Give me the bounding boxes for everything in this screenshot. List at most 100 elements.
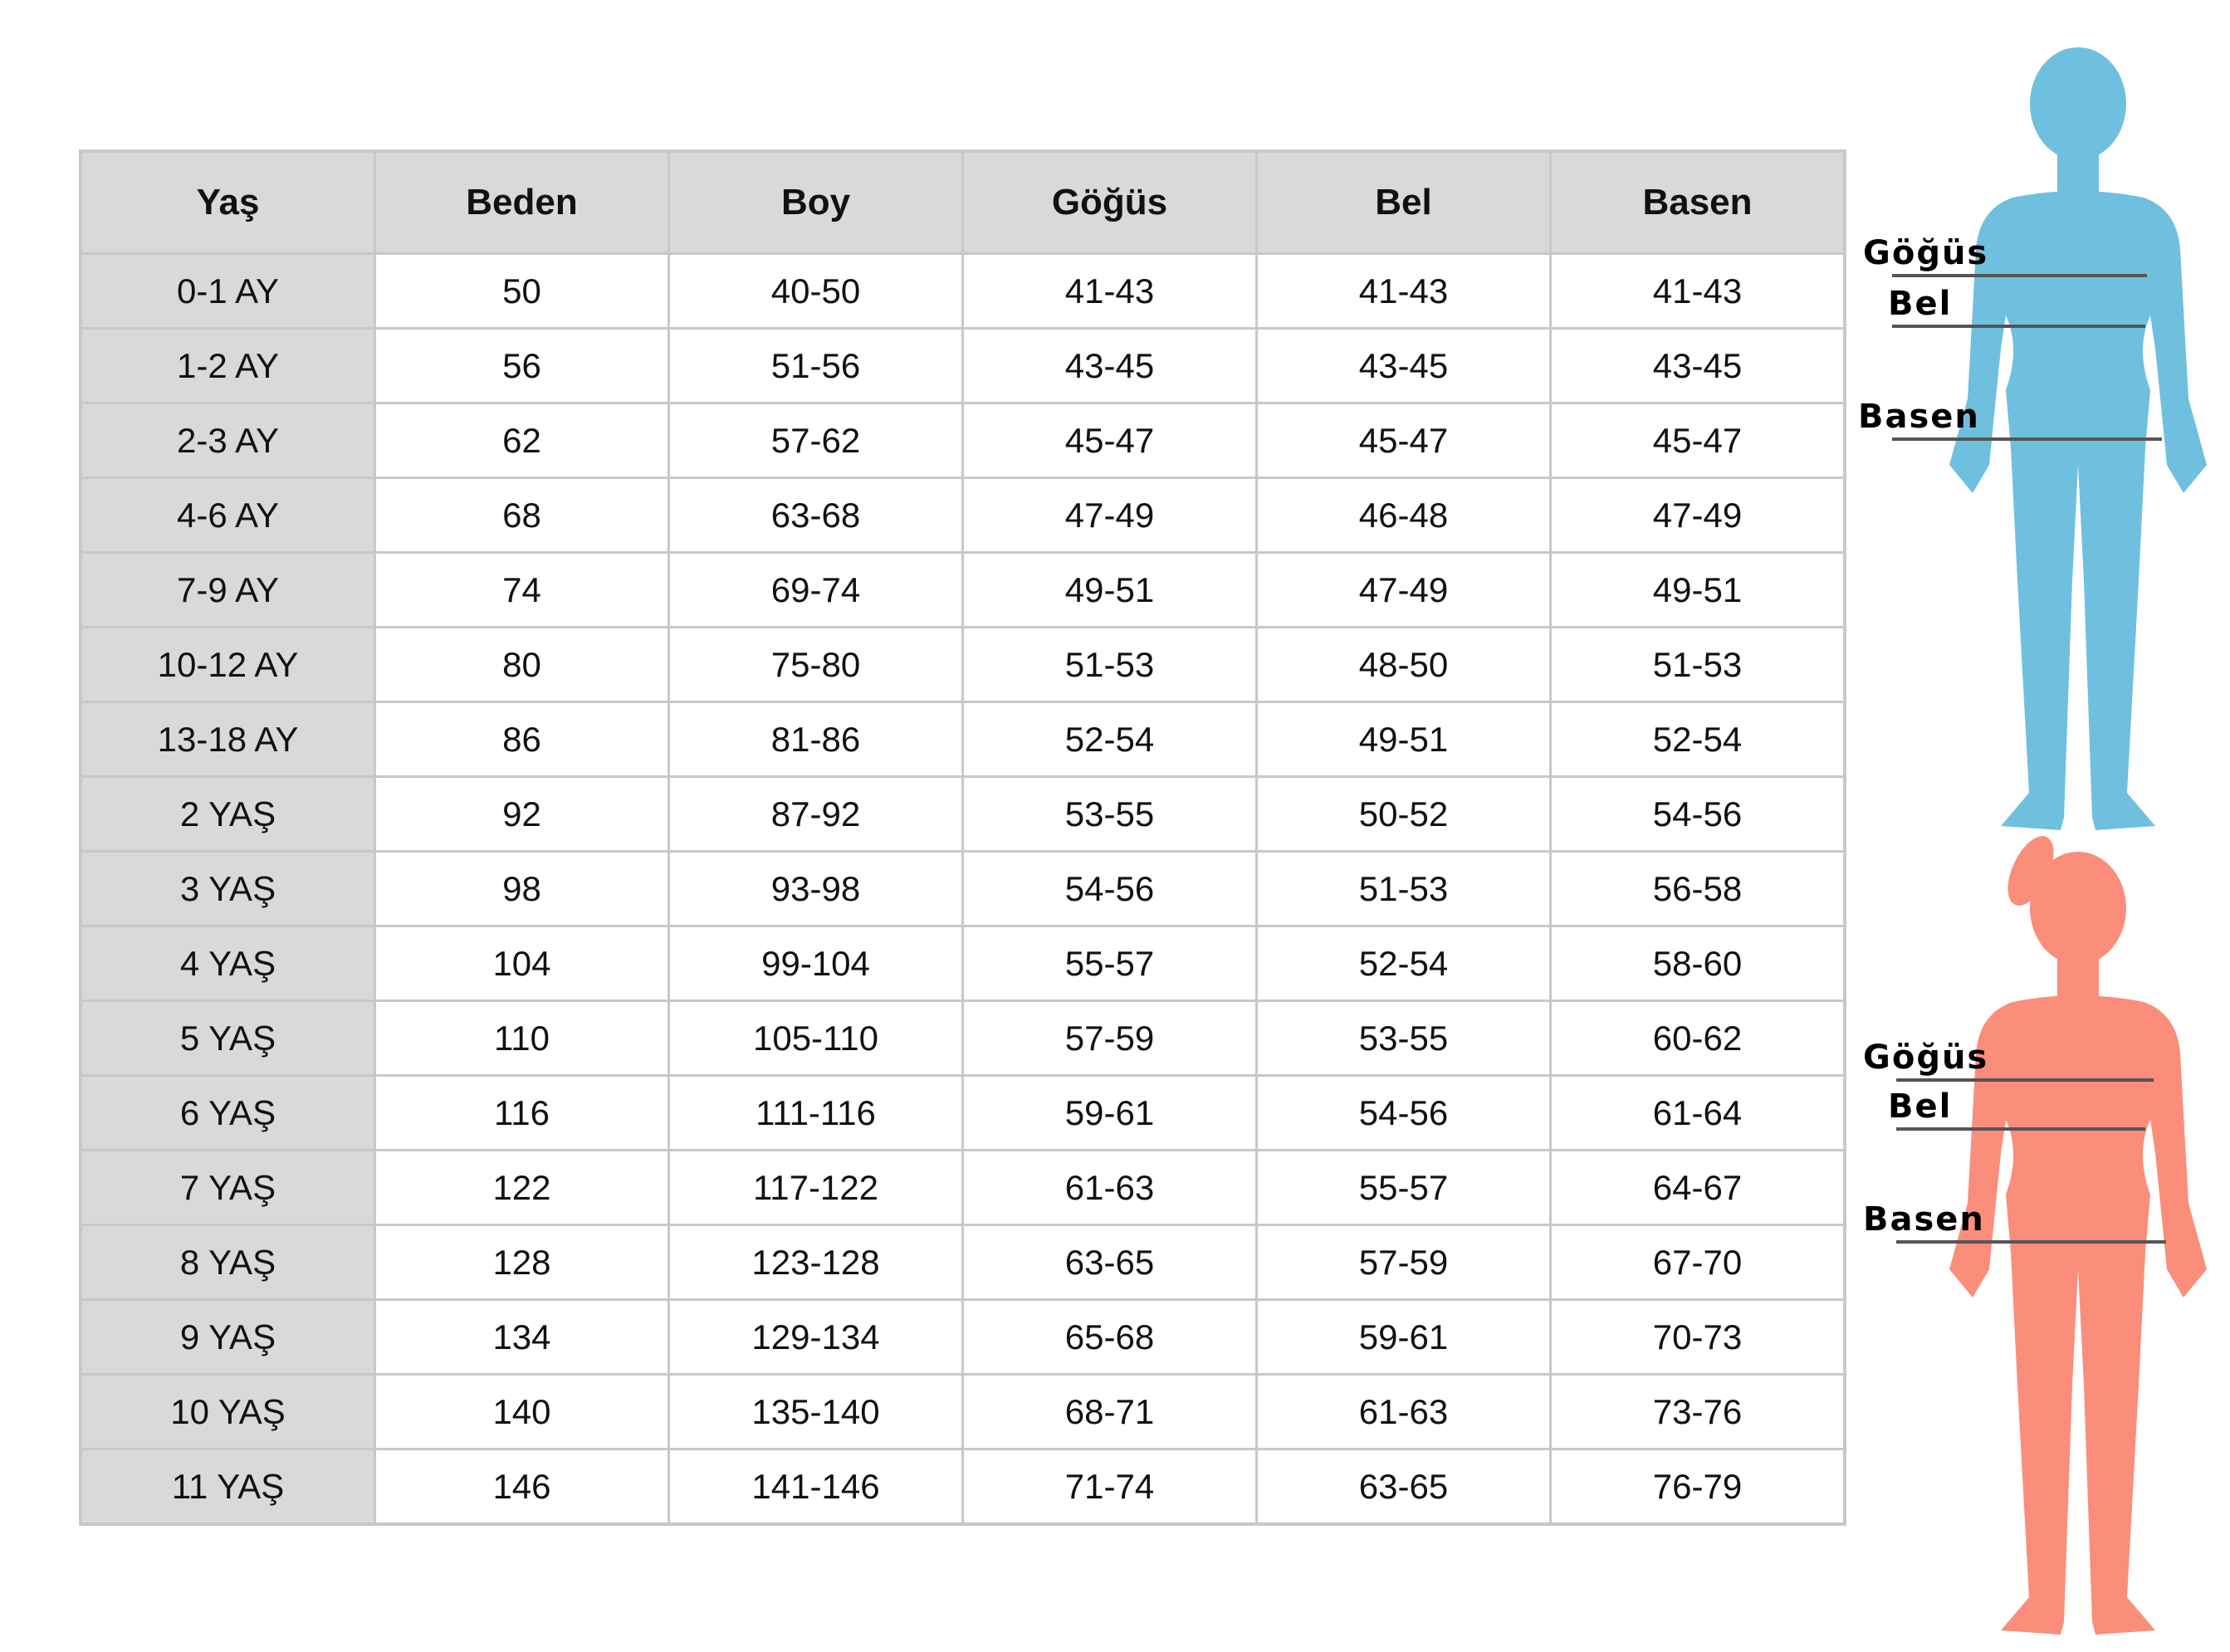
column-header: Göğüs xyxy=(961,149,1258,255)
table-cell: 57-62 xyxy=(668,402,964,479)
table-cell: 63-68 xyxy=(668,477,964,554)
table-cell: 140 xyxy=(374,1373,670,1450)
table-cell: 105-110 xyxy=(668,1000,964,1077)
age-cell: 4 YAŞ xyxy=(79,925,376,1002)
table-cell: 69-74 xyxy=(668,551,964,628)
table-cell: 129-134 xyxy=(668,1298,964,1376)
table-cell: 63-65 xyxy=(1255,1448,1552,1526)
column-header: Boy xyxy=(668,149,964,255)
table-cell: 57-59 xyxy=(1255,1224,1552,1301)
table-cell: 59-61 xyxy=(961,1074,1258,1151)
neck-shape xyxy=(2057,954,2099,1000)
table-cell: 51-56 xyxy=(668,327,964,404)
table-cell: 123-128 xyxy=(668,1224,964,1301)
table-cell: 63-65 xyxy=(961,1224,1258,1301)
table-cell: 43-45 xyxy=(1549,327,1846,404)
column-header: Yaş xyxy=(79,149,376,255)
age-cell: 10-12 AY xyxy=(79,626,376,703)
table-cell: 41-43 xyxy=(1255,252,1552,330)
table-cell: 43-45 xyxy=(1255,327,1552,404)
table-cell: 47-49 xyxy=(1255,551,1552,628)
table-cell: 45-47 xyxy=(961,402,1258,479)
table-row: 2-3 AY 62 57-62 45-47 45-47 45-47 xyxy=(79,402,1846,479)
chest-label: Göğüs xyxy=(1863,1039,1988,1077)
age-cell: 3 YAŞ xyxy=(79,850,376,927)
table-cell: 67-70 xyxy=(1549,1224,1846,1301)
table-row: 3 YAŞ 98 93-98 54-56 51-53 56-58 xyxy=(79,850,1846,927)
table-cell: 41-43 xyxy=(961,252,1258,330)
table-row: 1-2 AY 56 51-56 43-45 43-45 43-45 xyxy=(79,327,1846,404)
table-cell: 86 xyxy=(374,701,670,778)
table-row: 11 YAŞ 146 141-146 71-74 63-65 76-79 xyxy=(79,1448,1846,1526)
table-cell: 56-58 xyxy=(1549,850,1846,927)
table-cell: 135-140 xyxy=(668,1373,964,1450)
age-cell: 5 YAŞ xyxy=(79,1000,376,1077)
age-cell: 11 YAŞ xyxy=(79,1448,376,1526)
table-cell: 52-54 xyxy=(961,701,1258,778)
column-header: Bel xyxy=(1255,149,1552,255)
table-cell: 87-92 xyxy=(668,775,964,853)
table-cell: 57-59 xyxy=(961,1000,1258,1077)
age-cell: 6 YAŞ xyxy=(79,1074,376,1151)
table-cell: 54-56 xyxy=(1549,775,1846,853)
table-row: 10 YAŞ 140 135-140 68-71 61-63 73-76 xyxy=(79,1373,1846,1450)
table-cell: 75-80 xyxy=(668,626,964,703)
table-cell: 49-51 xyxy=(1255,701,1552,778)
table-cell: 52-54 xyxy=(1549,701,1846,778)
table-cell: 48-50 xyxy=(1255,626,1552,703)
body-shape xyxy=(1949,995,2207,1635)
table-cell: 55-57 xyxy=(961,925,1258,1002)
table-cell: 61-64 xyxy=(1549,1074,1846,1151)
table-cell: 49-51 xyxy=(961,551,1258,628)
table-cell: 51-53 xyxy=(961,626,1258,703)
hip-label: Basen xyxy=(1858,398,1980,436)
table-cell: 68-71 xyxy=(961,1373,1258,1450)
table-row: 13-18 AY 86 81-86 52-54 49-51 52-54 xyxy=(79,701,1846,778)
table-cell: 65-68 xyxy=(961,1298,1258,1376)
table-cell: 122 xyxy=(374,1149,670,1226)
table-cell: 40-50 xyxy=(668,252,964,330)
table-cell: 80 xyxy=(374,626,670,703)
table-cell: 134 xyxy=(374,1298,670,1376)
age-cell: 7-9 AY xyxy=(79,551,376,628)
table-cell: 60-62 xyxy=(1549,1000,1846,1077)
age-cell: 7 YAŞ xyxy=(79,1149,376,1226)
table-cell: 56 xyxy=(374,327,670,404)
age-cell: 0-1 AY xyxy=(79,252,376,330)
age-cell: 10 YAŞ xyxy=(79,1373,376,1450)
table-cell: 62 xyxy=(374,402,670,479)
table-cell: 70-73 xyxy=(1549,1298,1846,1376)
table-cell: 104 xyxy=(374,925,670,1002)
age-cell: 8 YAŞ xyxy=(79,1224,376,1301)
table-row: 8 YAŞ 128 123-128 63-65 57-59 67-70 xyxy=(79,1224,1846,1301)
table-cell: 51-53 xyxy=(1255,850,1552,927)
table-cell: 46-48 xyxy=(1255,477,1552,554)
table-row: 4 YAŞ 104 99-104 55-57 52-54 58-60 xyxy=(79,925,1846,1002)
age-cell: 13-18 AY xyxy=(79,701,376,778)
table-cell: 45-47 xyxy=(1255,402,1552,479)
table-cell: 53-55 xyxy=(961,775,1258,853)
age-cell: 9 YAŞ xyxy=(79,1298,376,1376)
table-cell: 81-86 xyxy=(668,701,964,778)
table-row: 7-9 AY 74 69-74 49-51 47-49 49-51 xyxy=(79,551,1846,628)
table-cell: 141-146 xyxy=(668,1448,964,1526)
table-cell: 146 xyxy=(374,1448,670,1526)
table-row: 6 YAŞ 116 111-116 59-61 54-56 61-64 xyxy=(79,1074,1846,1151)
table-cell: 50-52 xyxy=(1255,775,1552,853)
table-row: 4-6 AY 68 63-68 47-49 46-48 47-49 xyxy=(79,477,1846,554)
table-cell: 73-76 xyxy=(1549,1373,1846,1450)
age-cell: 4-6 AY xyxy=(79,477,376,554)
table-cell: 64-67 xyxy=(1549,1149,1846,1226)
table-cell: 54-56 xyxy=(1255,1074,1552,1151)
table-cell: 47-49 xyxy=(1549,477,1846,554)
waist-label: Bel xyxy=(1888,285,1952,323)
table-cell: 93-98 xyxy=(668,850,964,927)
waist-label: Bel xyxy=(1888,1087,1952,1126)
table-cell: 68 xyxy=(374,477,670,554)
table-cell: 52-54 xyxy=(1255,925,1552,1002)
table-cell: 53-55 xyxy=(1255,1000,1552,1077)
table-row: 9 YAŞ 134 129-134 65-68 59-61 70-73 xyxy=(79,1298,1846,1376)
ponytail-shape xyxy=(2007,836,2054,906)
table-cell: 98 xyxy=(374,850,670,927)
table-cell: 61-63 xyxy=(1255,1373,1552,1450)
